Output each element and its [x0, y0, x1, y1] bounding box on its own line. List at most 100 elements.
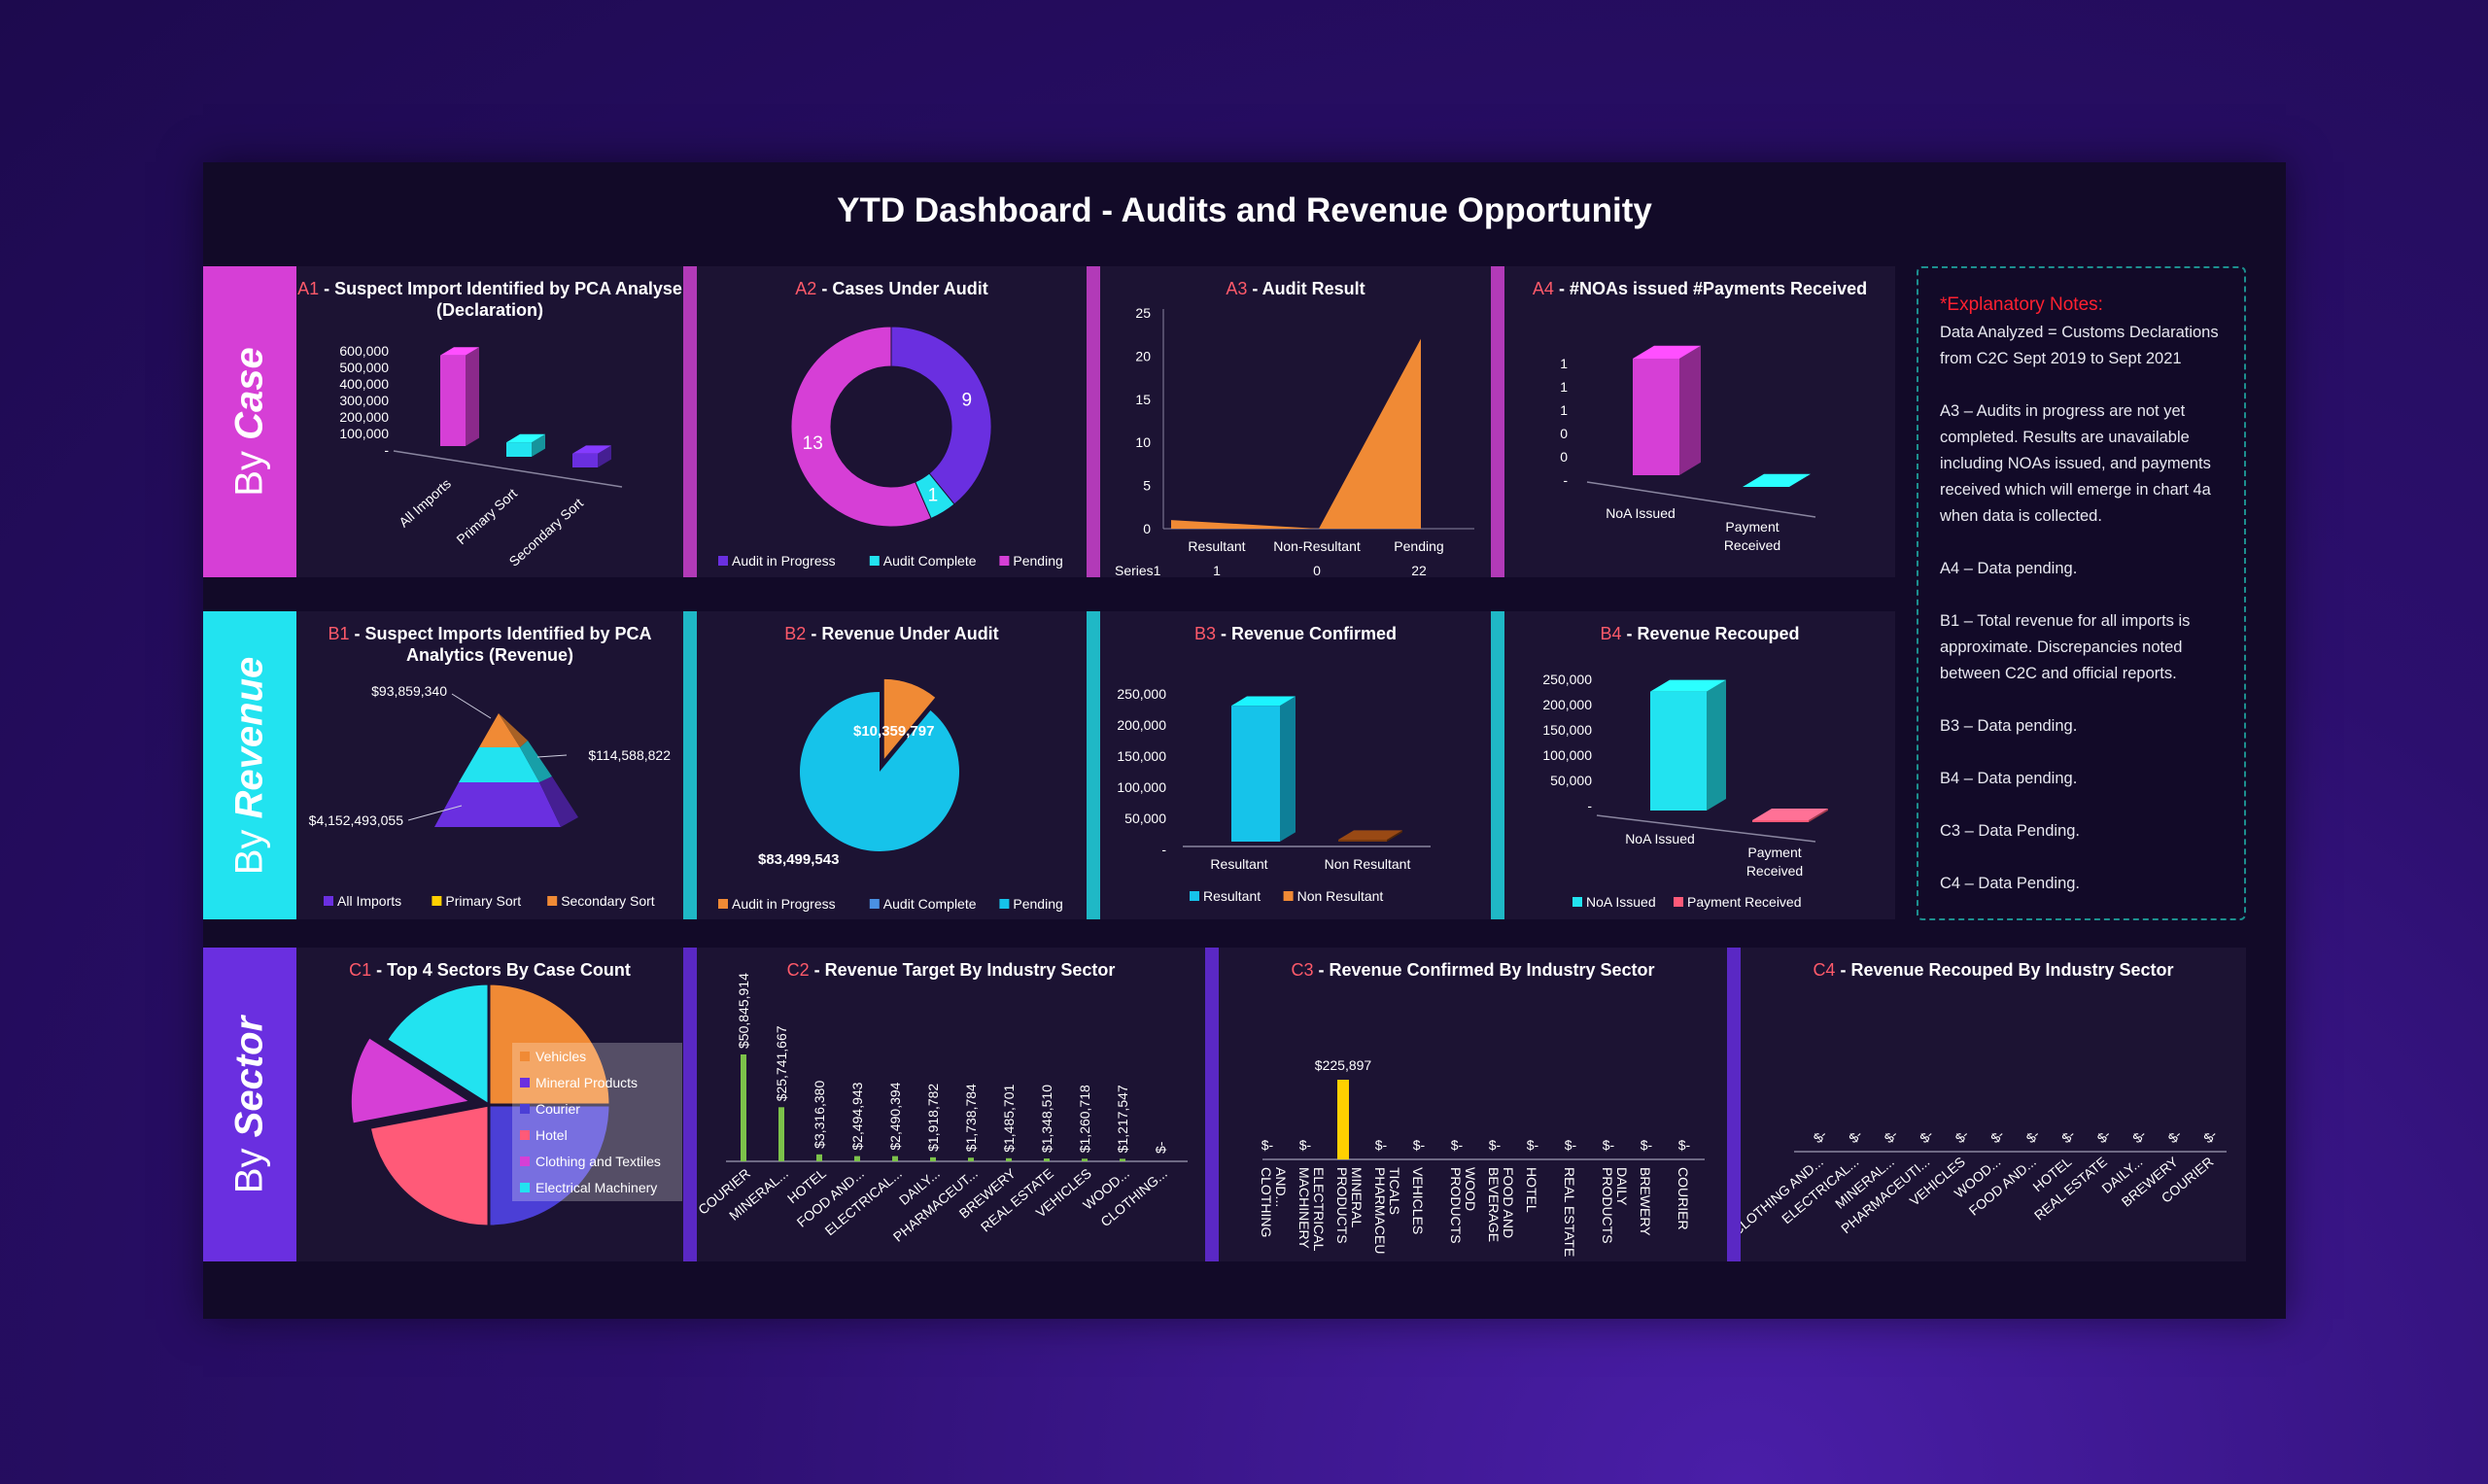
note-item: Data Analyzed = Customs Declarations fro… — [1940, 324, 2219, 367]
panel-separator — [683, 948, 697, 1261]
chart-a3-panel: A3 - Audit Result 25 20 15 10 5 0 Resultant 1 Non… — [1100, 266, 1491, 577]
note-item: A4 – Data pending. — [1940, 560, 2078, 577]
bar — [892, 1156, 898, 1161]
x-tick-label: BEVERAGE — [1486, 1167, 1502, 1242]
x-tick-label: VEHICLES — [1410, 1167, 1426, 1234]
y-tick-label: 300,000 — [339, 393, 389, 408]
chart-title-text: - Revenue Target By Industry Sector — [809, 960, 1116, 980]
chart-svg: 9 1 13 Audit in Progress Audit Complete Pendi… — [718, 326, 1063, 569]
panel-separator — [1491, 266, 1504, 577]
legend-swatch — [520, 1130, 530, 1140]
note-item: B4 – Data pending. — [1940, 770, 2078, 787]
bar-value-label: $- — [1261, 1137, 1274, 1153]
bar-value-label: $1,260,718 — [1077, 1085, 1092, 1153]
explanatory-notes: *Explanatory Notes: Data Analyzed = Cust… — [1917, 266, 2246, 920]
bar-value-label: $1,485,701 — [1001, 1085, 1017, 1153]
leader-line — [451, 693, 492, 719]
legend-label: Pending — [1013, 553, 1062, 569]
chart-code: C2 — [786, 960, 810, 980]
x-tick-label: Primary Sort — [453, 485, 520, 547]
x-tick-label: All Imports — [396, 475, 454, 530]
x-tick-label: FOOD AND — [1501, 1167, 1516, 1238]
bar-top — [506, 433, 545, 443]
y-tick-label: 250,000 — [1542, 672, 1592, 687]
bar-value-label: $3,316,380 — [812, 1081, 827, 1149]
bar-top — [440, 347, 479, 356]
chart-b1-panel: B1 - Suspect Imports Identified by PCA A… — [296, 611, 683, 919]
legend-swatch — [1572, 897, 1582, 907]
note-item: A3 – Audits in progress are not yet comp… — [1940, 402, 2211, 525]
row-label-by-sector: By Sector — [203, 948, 296, 1261]
y-tick-label: 1 — [1560, 356, 1568, 371]
panel-separator — [1491, 611, 1504, 919]
bar — [741, 1054, 746, 1161]
bar-value-label: $- — [2058, 1126, 2078, 1146]
bar — [1650, 679, 1726, 811]
bar-value-label: $2,490,394 — [887, 1082, 903, 1150]
chart-b3-panel: B3 - Revenue Confirmed 250,000 200,000 150,… — [1100, 611, 1491, 919]
legend-swatch — [520, 1104, 530, 1114]
y-tick-label: 100,000 — [1542, 747, 1592, 763]
bar-front — [440, 355, 466, 446]
bar-value-label: $- — [1811, 1126, 1830, 1146]
bar-top — [1633, 345, 1701, 359]
chart-title: A1 - Suspect Import Identified by PCA An… — [296, 278, 683, 321]
bar-value-label: $- — [2200, 1126, 2220, 1146]
chart-c3-panel: C3 - Revenue Confirmed By Industry Secto… — [1219, 948, 1727, 1261]
legend-label: Mineral Products — [536, 1075, 638, 1090]
bar-top — [1338, 830, 1402, 840]
chart-c1-panel: C1 - Top 4 Sectors By Case Count Vehicles… — [296, 948, 683, 1261]
note-item: B3 – Data pending. — [1940, 717, 2078, 735]
value-label: $93,859,340 — [371, 683, 447, 699]
legend-label: Audit in Progress — [732, 553, 836, 569]
slice-label: 1 — [928, 485, 939, 505]
data-table-value: 22 — [1411, 563, 1427, 577]
donut-slice — [790, 326, 932, 528]
legend-label: Secondary Sort — [561, 893, 655, 909]
chart-title: B1 - Suspect Imports Identified by PCA A… — [296, 623, 683, 666]
x-tick-label: PHARMACEU — [1372, 1167, 1388, 1254]
value-label: $10,359,797 — [853, 723, 934, 740]
legend-label: Electrical Machinery — [536, 1180, 657, 1195]
donut-slice — [890, 326, 992, 505]
chart-code: C3 — [1291, 960, 1314, 980]
bar-top — [1752, 809, 1828, 820]
bar — [1120, 1158, 1125, 1161]
bar-value-label: $2,494,943 — [849, 1082, 865, 1150]
panel-separator — [683, 266, 697, 577]
row-label-by-case: By Case — [203, 266, 296, 577]
bar-value-label: $- — [2129, 1126, 2149, 1146]
legend-label: Primary Sort — [445, 893, 521, 909]
chart-code: A4 — [1532, 279, 1554, 298]
chart-svg: 25 20 15 10 5 0 Resultant 1 Non-Resultant 0 Pendin… — [1115, 305, 1474, 577]
panel-separator — [1087, 266, 1100, 577]
bar — [1231, 696, 1296, 842]
panel-separator — [1205, 948, 1219, 1261]
chart-a4-panel: A4 - #NOAs issued #Payments Received 1 1 1 0… — [1504, 266, 1895, 577]
bar-value-label: $- — [2165, 1126, 2185, 1146]
bar-top — [572, 445, 611, 454]
bar-side — [1280, 696, 1296, 842]
legend-swatch — [520, 1052, 530, 1061]
panel-separator — [683, 611, 697, 919]
bar-front — [1752, 820, 1809, 822]
leader-line — [407, 805, 463, 821]
x-tick-label: Received — [1724, 537, 1780, 553]
legend-swatch — [432, 896, 442, 906]
area-series — [1171, 338, 1421, 529]
x-tick-label: ELECTRICAL — [1311, 1167, 1327, 1252]
slice-label: 9 — [961, 390, 972, 410]
x-tick-label: MINERAL — [1349, 1167, 1365, 1227]
x-tick-label: Pending — [1394, 538, 1443, 554]
y-tick-label: 600,000 — [339, 343, 389, 359]
pie-slice — [367, 1103, 491, 1228]
legend-label: Audit Complete — [883, 553, 977, 569]
pyramid-bottom — [434, 782, 561, 827]
bar-value-label: $- — [1987, 1126, 2007, 1146]
pie-slice — [384, 982, 491, 1108]
y-tick-label: 200,000 — [1117, 717, 1166, 733]
chart-svg: 600,000500,000400,000300,000200,000100,0… — [339, 343, 623, 569]
x-tick-label: Resultant — [1188, 538, 1245, 554]
bar-value-label: $- — [1299, 1137, 1312, 1153]
bar-value-label: $- — [1451, 1137, 1464, 1153]
